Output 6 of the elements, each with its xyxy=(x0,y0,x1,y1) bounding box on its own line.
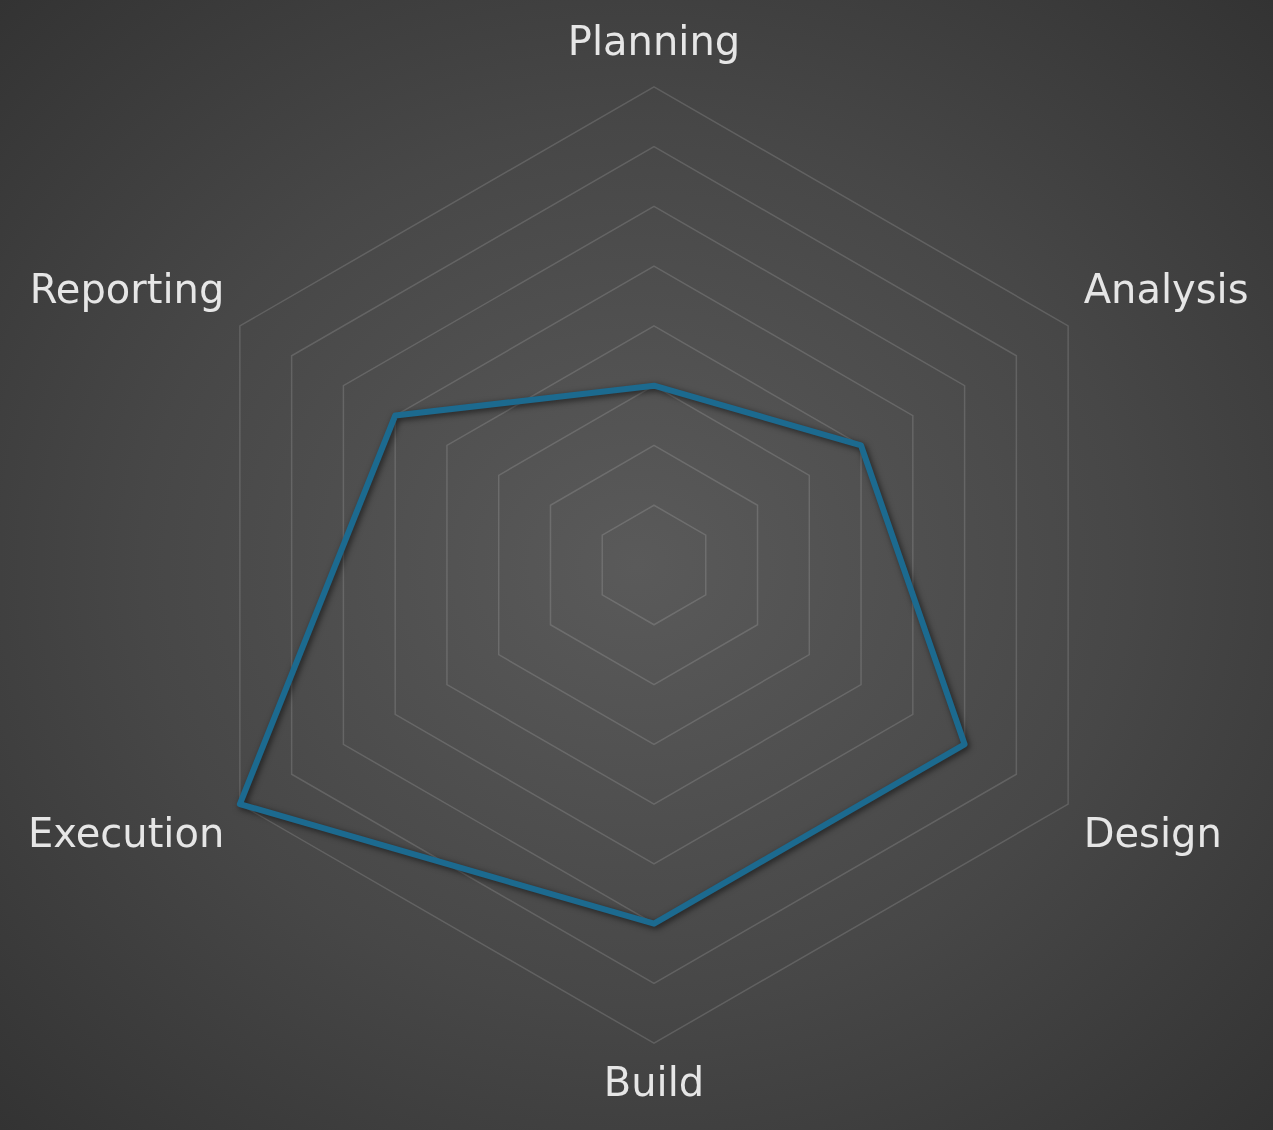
spoke-label: Planning xyxy=(567,18,741,65)
spoke-label: Reporting xyxy=(29,266,225,313)
spoke-label: Execution xyxy=(27,810,225,857)
spoke-label: Design xyxy=(1083,810,1222,857)
spoke-label: Analysis xyxy=(1083,266,1249,313)
spoke-label: Build xyxy=(603,1058,705,1105)
